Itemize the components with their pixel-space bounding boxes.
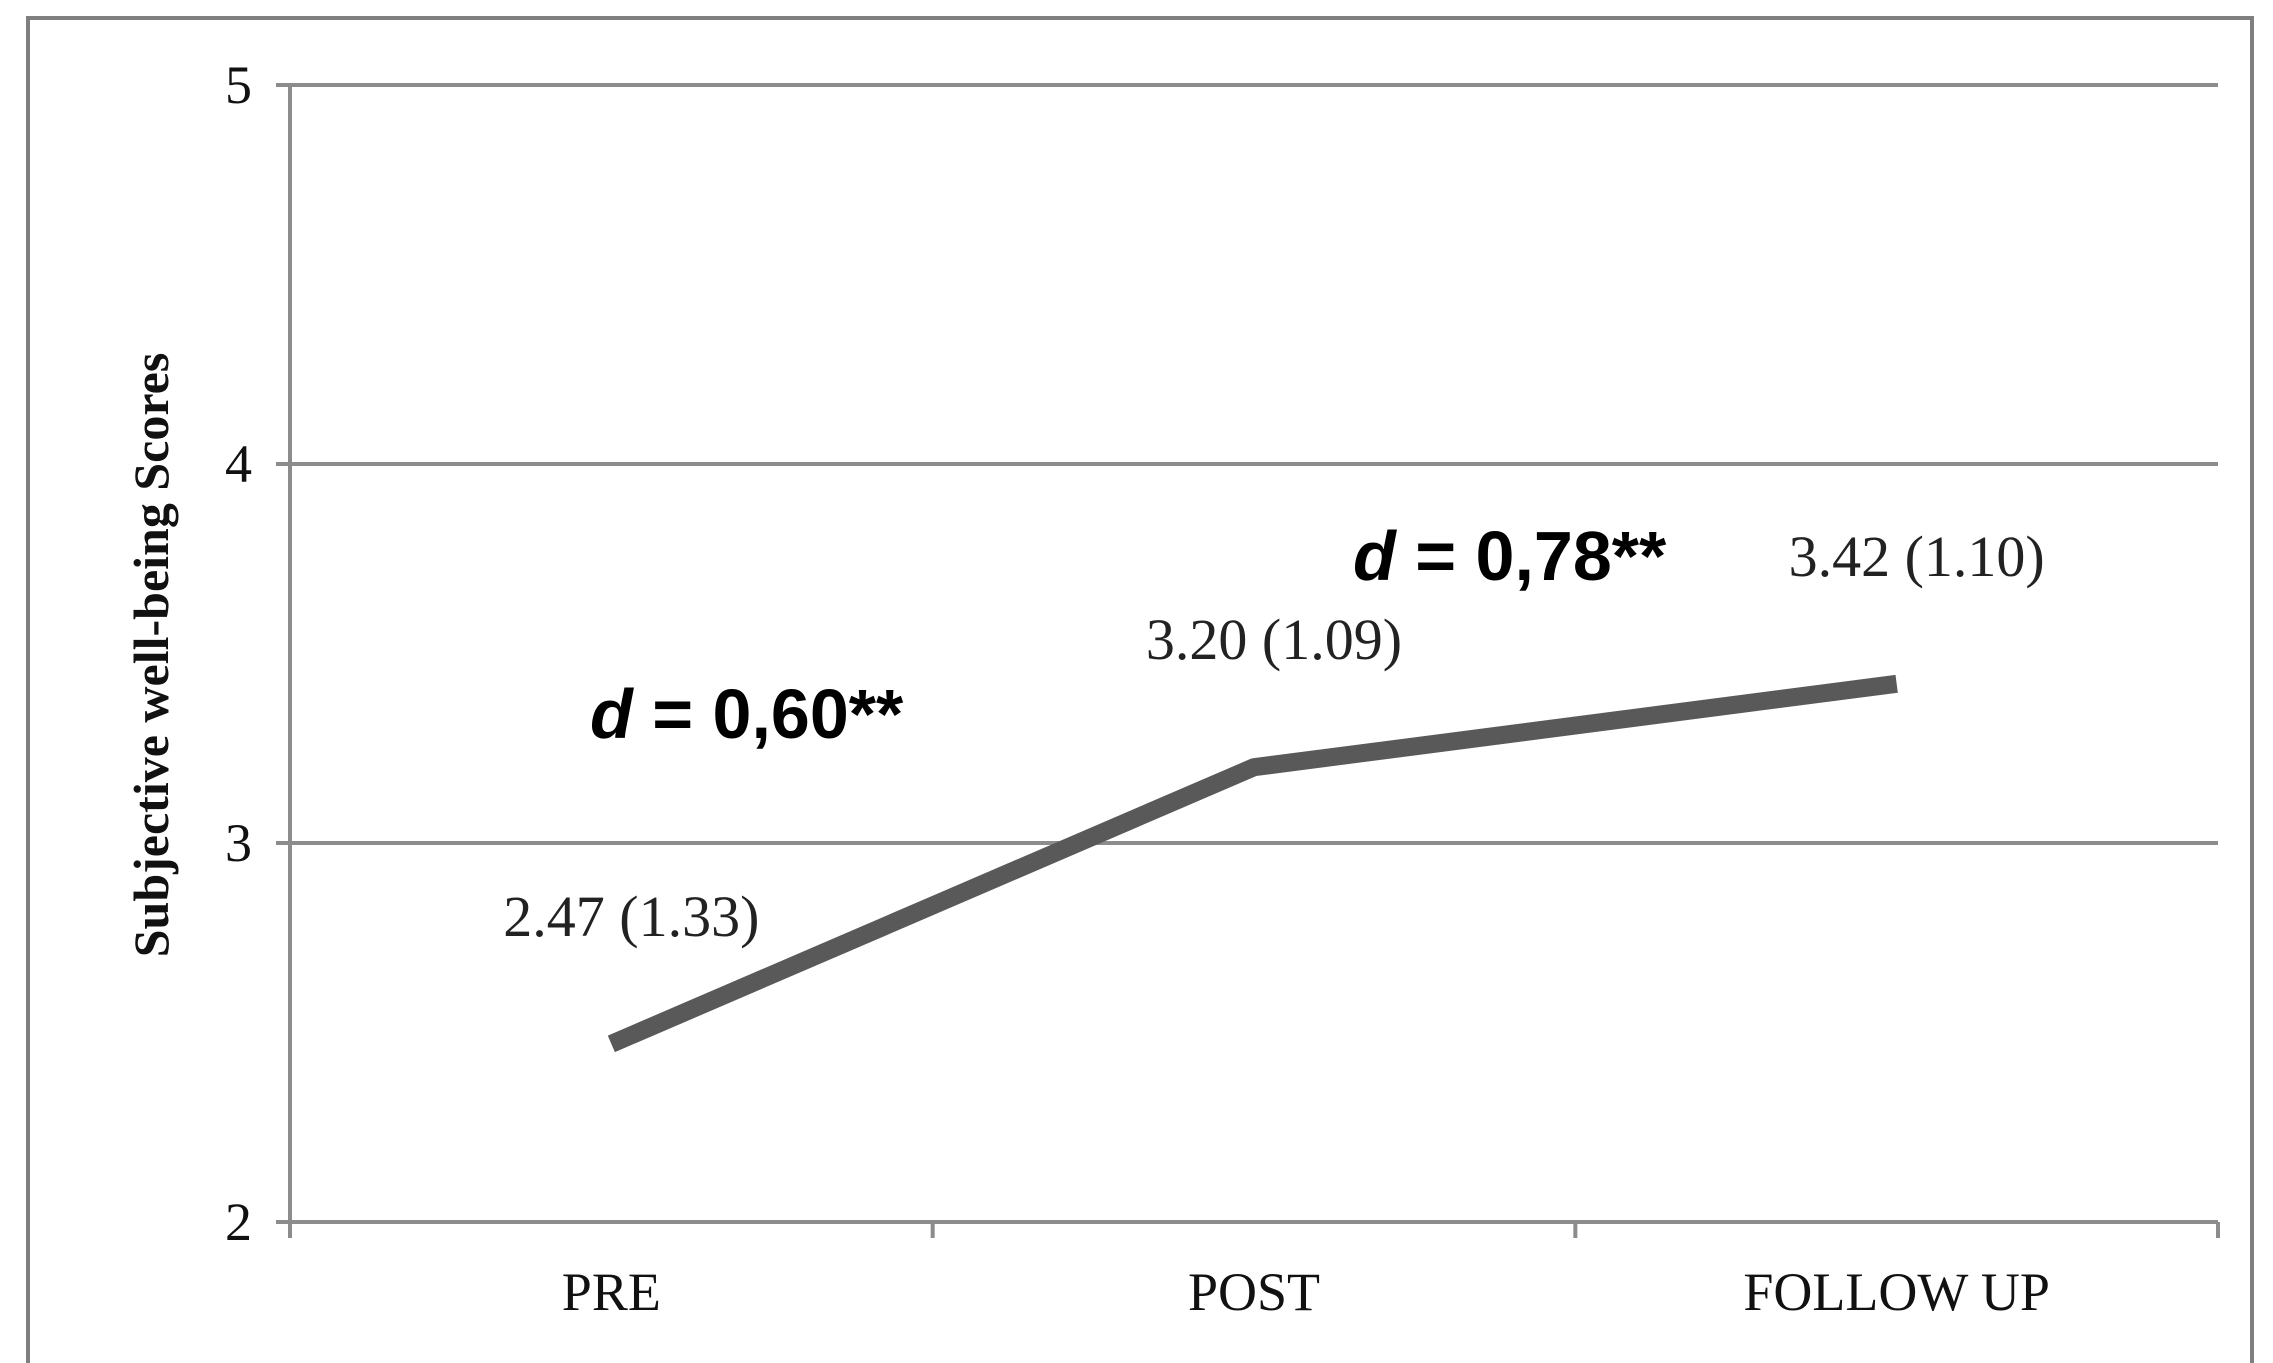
x-tick-label: PRE xyxy=(562,1262,661,1322)
y-tick-label: 5 xyxy=(225,55,252,115)
y-tick-label: 3 xyxy=(225,813,252,873)
labels: 2.47 (1.33) 3.20 (1.09) 3.42 (1.10) xyxy=(503,524,2044,949)
chart-frame xyxy=(26,16,2254,1363)
x-tick-label: FOLLOW UP xyxy=(1743,1262,2050,1322)
y-tick-label: 2 xyxy=(225,1192,252,1252)
effect-size-symbol: d xyxy=(590,675,634,753)
data-label: 3.20 (1.09) xyxy=(1146,607,1402,672)
effect-size-value: = 0,78** xyxy=(1396,517,1667,595)
axes: 2 3 4 5 PRE POST FOLLOW UP xyxy=(225,55,2220,1322)
effect-size-symbol: d xyxy=(1353,517,1397,595)
effect-size-annotation: d = 0,78** xyxy=(1353,517,1667,595)
effect-size-value: = 0,60** xyxy=(633,675,904,753)
series xyxy=(607,674,1898,1053)
y-axis-title: Subjective well-being Scores xyxy=(123,353,179,958)
gridlines xyxy=(290,83,2218,845)
data-label: 3.42 (1.10) xyxy=(1789,524,2045,589)
y-tick-label: 4 xyxy=(225,434,252,494)
x-tick-label: POST xyxy=(1188,1262,1320,1322)
effect-size-annotation: d = 0,60** xyxy=(590,675,904,753)
data-label: 2.47 (1.33) xyxy=(503,884,759,949)
